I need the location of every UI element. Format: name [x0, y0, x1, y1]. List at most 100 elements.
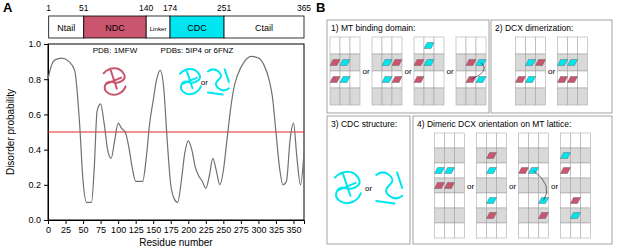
x-tick: 0	[46, 220, 51, 235]
x-tick-mark	[293, 220, 294, 224]
x-tick-mark	[153, 220, 154, 224]
tubulin-cell	[456, 71, 466, 88]
tubulin-cell	[382, 88, 392, 105]
tubulin-cell	[558, 71, 568, 88]
x-tick-label: 225	[199, 225, 214, 235]
tubulin-cell	[456, 88, 466, 105]
subunit	[558, 77, 568, 83]
y-tick-mark	[44, 79, 48, 80]
threshold-line	[48, 131, 304, 132]
subunit	[487, 168, 497, 174]
subunit	[539, 213, 549, 219]
tubulin-cell	[578, 88, 588, 105]
tubulin-cell	[424, 88, 434, 105]
subunit	[487, 198, 497, 204]
tubulin-cell	[435, 208, 445, 223]
structure-icon	[180, 69, 201, 94]
tubulin-cell	[330, 88, 340, 105]
tubulin-cell	[497, 208, 507, 223]
tubulin-cell	[578, 54, 588, 71]
tubulin-cell	[455, 133, 465, 148]
pdb-label: PDBs: 5IP4 or 6FNZ	[161, 46, 234, 55]
tubulin-cell	[424, 37, 434, 54]
box-title: 3) CDC structure:	[331, 119, 397, 129]
tubulin-cell	[487, 223, 497, 238]
tubulin-cell	[477, 193, 487, 208]
tubulin-cell	[372, 54, 382, 71]
x-tick-mark	[66, 220, 67, 224]
tubulin-cell	[526, 54, 536, 71]
x-tick: 50	[79, 220, 89, 235]
tubulin-cell	[435, 163, 445, 178]
tubulin-cell	[568, 88, 578, 105]
subunit	[526, 60, 536, 66]
tubulin-cell	[497, 133, 507, 148]
tubulin-cell	[516, 37, 526, 54]
tubulin-cell	[568, 54, 578, 71]
y-tick: 0.6	[28, 110, 48, 120]
tubulin-cell	[529, 193, 539, 208]
x-tick-label: 100	[111, 225, 126, 235]
tubulin-cell	[519, 208, 529, 223]
subunit	[424, 43, 434, 49]
tubulin-cell	[539, 148, 549, 163]
box-frame	[491, 20, 612, 113]
tubulin-cell	[487, 163, 497, 178]
x-tick-mark	[258, 220, 259, 224]
tubulin-cell	[497, 163, 507, 178]
tubulin-cell	[382, 71, 392, 88]
x-tick: 25	[61, 220, 71, 235]
tubulin-cell	[571, 148, 581, 163]
subunit	[536, 60, 546, 66]
tubulin-cell	[350, 54, 360, 71]
tubulin-cell	[519, 133, 529, 148]
lattice	[456, 37, 486, 105]
y-tick-label: 0.4	[28, 145, 41, 155]
y-tick: 0.0	[28, 215, 48, 225]
diagram-box: 1) MT binding domain:ororor	[327, 20, 489, 113]
tubulin-cell	[340, 88, 350, 105]
subunit	[568, 60, 578, 66]
x-tick-mark	[223, 220, 224, 224]
y-tick-mark	[44, 185, 48, 186]
subunit	[414, 77, 424, 83]
subunit	[382, 60, 392, 66]
tubulin-cell	[350, 37, 360, 54]
tubulin-cell	[372, 37, 382, 54]
tubulin-cell	[487, 133, 497, 148]
x-tick-label: 150	[146, 225, 161, 235]
x-tick-label: 175	[164, 225, 179, 235]
tubulin-cell	[581, 148, 591, 163]
structure-icon	[208, 69, 229, 94]
subunit	[424, 60, 434, 66]
subunit	[382, 77, 392, 83]
tubulin-cell	[529, 148, 539, 163]
subunit	[340, 60, 350, 66]
x-tick: 150	[146, 220, 161, 235]
x-tick: 225	[199, 220, 214, 235]
tubulin-cell	[455, 193, 465, 208]
subunit	[558, 60, 568, 66]
tubulin-cell	[581, 163, 591, 178]
subunit	[392, 60, 402, 66]
domain-rect	[224, 16, 304, 38]
domain-bar: Ntail1NDC51PDB: 1MFWLinker140CDC174PDBs:…	[46, 3, 311, 55]
tubulin-cell	[571, 223, 581, 238]
lattice	[435, 133, 465, 238]
y-tick-label: 0.2	[28, 180, 41, 190]
panel-label: B	[316, 0, 325, 15]
subunit	[487, 213, 497, 219]
tubulin-cell	[477, 223, 487, 238]
tubulin-cell	[477, 208, 487, 223]
tubulin-cell	[558, 37, 568, 54]
tubulin-cell	[561, 178, 571, 193]
tubulin-cell	[578, 71, 588, 88]
tubulin-cell	[350, 88, 360, 105]
separator-label: or	[362, 67, 369, 76]
tubulin-cell	[519, 148, 529, 163]
tubulin-cell	[581, 193, 591, 208]
tubulin-cell	[561, 133, 571, 148]
tubulin-cell	[445, 178, 455, 193]
tubulin-cell	[435, 178, 445, 193]
tubulin-cell	[536, 88, 546, 105]
